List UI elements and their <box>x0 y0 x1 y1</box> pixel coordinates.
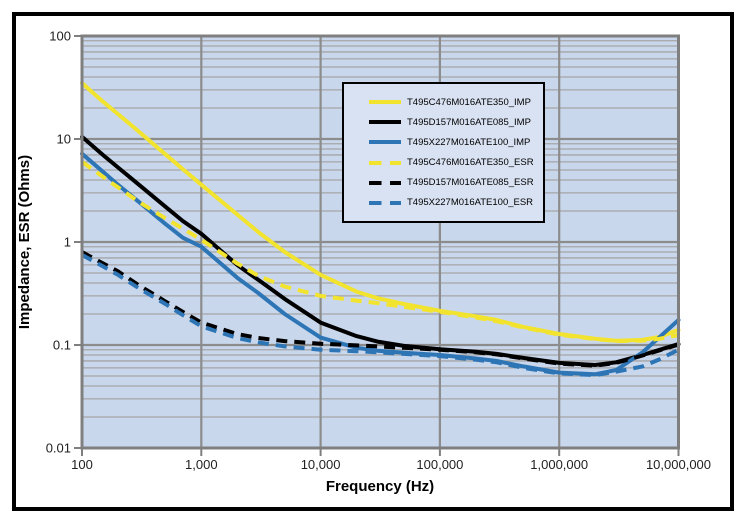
legend-line-sample-solid <box>369 100 401 104</box>
plot-border <box>80 34 680 450</box>
x-tick-label: 100,000 <box>416 457 463 472</box>
y-axis-tick-labels: 100 10 1 0.1 0.01 <box>46 29 71 456</box>
legend: T495C476M016ATE350_IMP T495D157M016ATE085… <box>342 82 545 223</box>
legend-label: T495C476M016ATE350_ESR <box>407 157 534 169</box>
curve-T495D157M016ATE085_ESR <box>81 250 680 368</box>
x-tick-label: 100 <box>71 457 93 472</box>
legend-item: T495X227M016ATE100_IMP <box>368 133 539 151</box>
legend-item: T495D157M016ATE085_IMP <box>368 113 539 131</box>
legend-label: T495X227M016ATE100_ESR <box>407 197 534 209</box>
axis-ticks <box>74 35 680 456</box>
y-tick-label: 0.01 <box>46 441 71 456</box>
x-tick-label: 1,000 <box>185 457 218 472</box>
legend-label: T495X227M016ATE100_IMP <box>407 136 531 148</box>
legend-label: T495D157M016ATE085_IMP <box>407 116 531 128</box>
y-axis-title: Impedance, ESR (Ohms) <box>16 155 33 329</box>
legend-line-sample-solid <box>369 140 401 145</box>
curve-T495D157M016ATE085_IMP <box>80 134 681 367</box>
curve-T495C476M016ATE350_ESR <box>80 160 679 344</box>
legend-line-sample-solid <box>369 120 401 125</box>
x-tick-label: 10,000 <box>301 457 341 472</box>
legend-item: T495X227M016ATE100_ESR <box>368 194 539 212</box>
y-tick-label: 100 <box>49 29 71 44</box>
legend-item: T495C476M016ATE350_IMP <box>368 93 539 111</box>
x-tick-label: 10,000,000 <box>646 457 711 472</box>
x-tick-label: 1,000,000 <box>530 457 588 472</box>
y-tick-label: 10 <box>57 132 71 147</box>
y-tick-label: 1 <box>64 235 71 250</box>
y-tick-label: 0.1 <box>53 338 71 353</box>
legend-line-sample-dashed <box>369 200 401 205</box>
legend-item: T495C476M016ATE350_ESR <box>368 154 539 172</box>
data-series-curves <box>80 81 681 378</box>
legend-label: T495D157M016ATE085_ESR <box>407 177 534 189</box>
x-axis-title: Frequency (Hz) <box>326 478 434 495</box>
curve-T495X227M016ATE100_ESR <box>81 253 680 378</box>
legend-label: T495C476M016ATE350_IMP <box>407 96 531 108</box>
legend-line-sample-dashed <box>369 180 401 185</box>
curve-T495C476M016ATE350_IMP <box>80 81 681 343</box>
legend-line-sample-dashed <box>369 160 401 165</box>
x-axis-tick-labels: 100 1,000 10,000 100,000 1,000,000 10,000,000 <box>71 457 711 472</box>
legend-item: T495D157M016ATE085_ESR <box>368 174 539 192</box>
